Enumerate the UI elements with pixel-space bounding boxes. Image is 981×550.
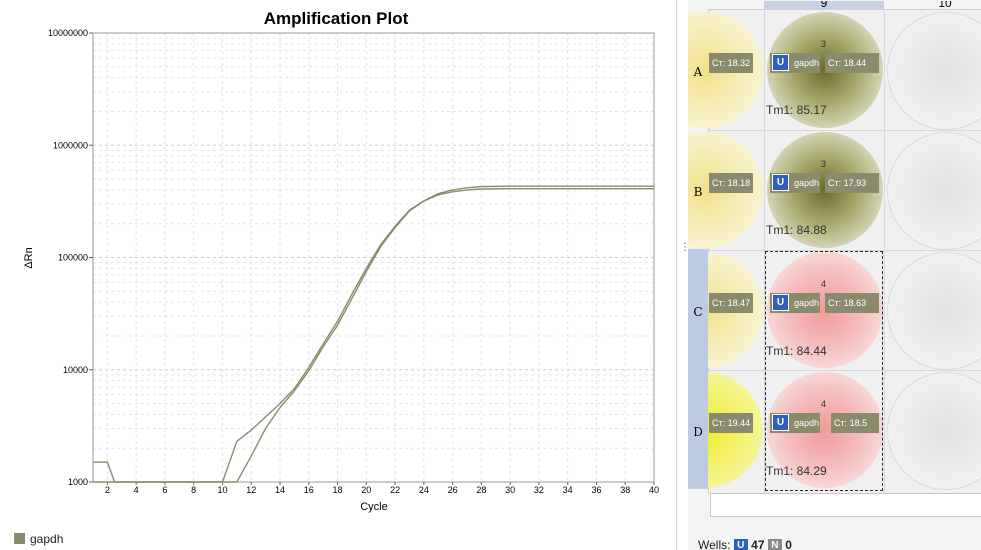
- column-divider: [884, 10, 885, 494]
- unknown-task-icon: U: [772, 414, 789, 431]
- x-tick-label: 36: [591, 485, 601, 495]
- row-header-A[interactable]: A: [693, 65, 703, 79]
- chart-title: Amplification Plot: [264, 9, 409, 28]
- well-tm-label: Tm1: 85.17: [766, 103, 827, 117]
- wells-label: Wells:: [698, 538, 731, 550]
- x-tick-label: 34: [563, 485, 573, 495]
- well-ct-label: Cт: 18.5: [831, 413, 879, 433]
- target-name: gapdh: [794, 178, 820, 188]
- well-tm-label: Tm1: 84.44: [766, 344, 827, 358]
- legend-label-gapdh: gapdh: [30, 532, 63, 546]
- y-tick-label: 10000: [63, 365, 88, 375]
- y-tick-label: 10000000: [48, 28, 88, 38]
- well-ct-label: Cт: 19.44: [709, 413, 754, 433]
- y-axis-label: ΔRn: [23, 247, 35, 268]
- ntc-wells-count: 0: [785, 538, 792, 550]
- x-tick-label: 16: [304, 485, 314, 495]
- row-divider: [709, 130, 981, 131]
- amplification-plot: Amplification Plot 1000 10000 100000 100000…: [14, 9, 659, 546]
- series-line-gapdh-2[interactable]: [93, 187, 654, 483]
- x-tick-label: 2: [105, 485, 110, 495]
- well-ct-label: Cт: 18.18: [709, 173, 754, 193]
- column-header-9[interactable]: 9: [764, 1, 884, 10]
- series-line-gapdh-1[interactable]: [93, 185, 654, 483]
- y-axis-ticks: 1000 10000 100000 1000000 10000000: [48, 28, 93, 487]
- well-ct-label: Cт: 18.32: [709, 53, 754, 73]
- target-name: gapdh: [794, 58, 820, 68]
- plate-layout-panel: 9 10 Cт: 18.32 3 gapdh U Cт: 18.44 Tm1: …: [688, 0, 981, 550]
- well-tm-label: Tm1: 84.29: [766, 464, 827, 478]
- x-tick-label: 4: [134, 485, 139, 495]
- x-tick-label: 10: [217, 485, 227, 495]
- target-name: gapdh: [794, 298, 820, 308]
- x-tick-label: 18: [333, 485, 343, 495]
- ntc-wells-icon: N: [767, 538, 782, 550]
- well-C10[interactable]: [887, 252, 981, 370]
- x-tick-label: 24: [419, 485, 429, 495]
- row-header-D[interactable]: D: [688, 369, 708, 489]
- well-quantity: 4: [821, 399, 827, 409]
- y-tick-label: 1000: [68, 477, 88, 487]
- x-tick-label: 22: [390, 485, 400, 495]
- unknown-task-icon: U: [772, 174, 789, 191]
- well-D10[interactable]: [887, 372, 981, 490]
- well-quantity: 3: [821, 39, 827, 49]
- well-B10[interactable]: [887, 132, 981, 250]
- well-ct-label: Cт: 18.63: [825, 293, 879, 313]
- well-A10[interactable]: [887, 12, 981, 130]
- row-divider: [709, 250, 981, 251]
- unknown-wells-count: 47: [751, 538, 765, 550]
- x-tick-label: 40: [649, 485, 659, 495]
- row-divider: [709, 370, 981, 371]
- well-ct-label: Cт: 18.44: [825, 53, 879, 73]
- unknown-wells-icon: U: [733, 538, 748, 550]
- x-tick-label: 26: [448, 485, 458, 495]
- legend-swatch-gapdh: [14, 533, 25, 544]
- x-axis-label: Cycle: [360, 501, 388, 513]
- well-quantity: 4: [821, 279, 827, 289]
- splitter-grip-icon[interactable]: ⋮: [680, 242, 690, 253]
- unknown-task-icon: U: [772, 54, 789, 71]
- x-axis-ticks: 2 4 6 8 10 12 14 16 18 20 22 24 26 28 30 32 34 36 38 40: [105, 482, 659, 495]
- column-divider: [764, 10, 765, 494]
- legend[interactable]: gapdh: [14, 532, 63, 546]
- x-tick-label: 12: [246, 485, 256, 495]
- plate-scrollbar[interactable]: [710, 493, 981, 517]
- well-ct-label: Cт: 17.93: [825, 173, 879, 193]
- x-tick-label: 32: [534, 485, 544, 495]
- column-header-10[interactable]: 10: [938, 1, 952, 10]
- target-name: gapdh: [794, 418, 820, 428]
- x-tick-label: 20: [361, 485, 371, 495]
- panel-divider[interactable]: [676, 0, 677, 550]
- x-tick-label: 30: [505, 485, 515, 495]
- unknown-task-icon: U: [772, 294, 789, 311]
- y-tick-label: 100000: [58, 253, 88, 263]
- x-tick-label: 14: [275, 485, 285, 495]
- y-tick-label: 1000000: [53, 140, 88, 150]
- x-tick-label: 6: [162, 485, 167, 495]
- plot-gridlines: [93, 32, 655, 483]
- row-header-C[interactable]: C: [688, 249, 708, 369]
- wells-summary: Wells: U 47 N 0: [698, 538, 792, 550]
- plate-grid: 9 10 Cт: 18.32 3 gapdh U Cт: 18.44 Tm1: …: [688, 1, 981, 494]
- x-tick-label: 8: [191, 485, 196, 495]
- well-quantity: 3: [821, 159, 827, 169]
- series-lines: [93, 185, 654, 483]
- row-header-B[interactable]: B: [693, 185, 703, 199]
- x-tick-label: 28: [476, 485, 486, 495]
- selected-wells-outline: [765, 251, 883, 491]
- well-tm-label: Tm1: 84.88: [766, 223, 827, 237]
- well-ct-label: Cт: 18.47: [709, 293, 754, 313]
- x-tick-label: 38: [620, 485, 630, 495]
